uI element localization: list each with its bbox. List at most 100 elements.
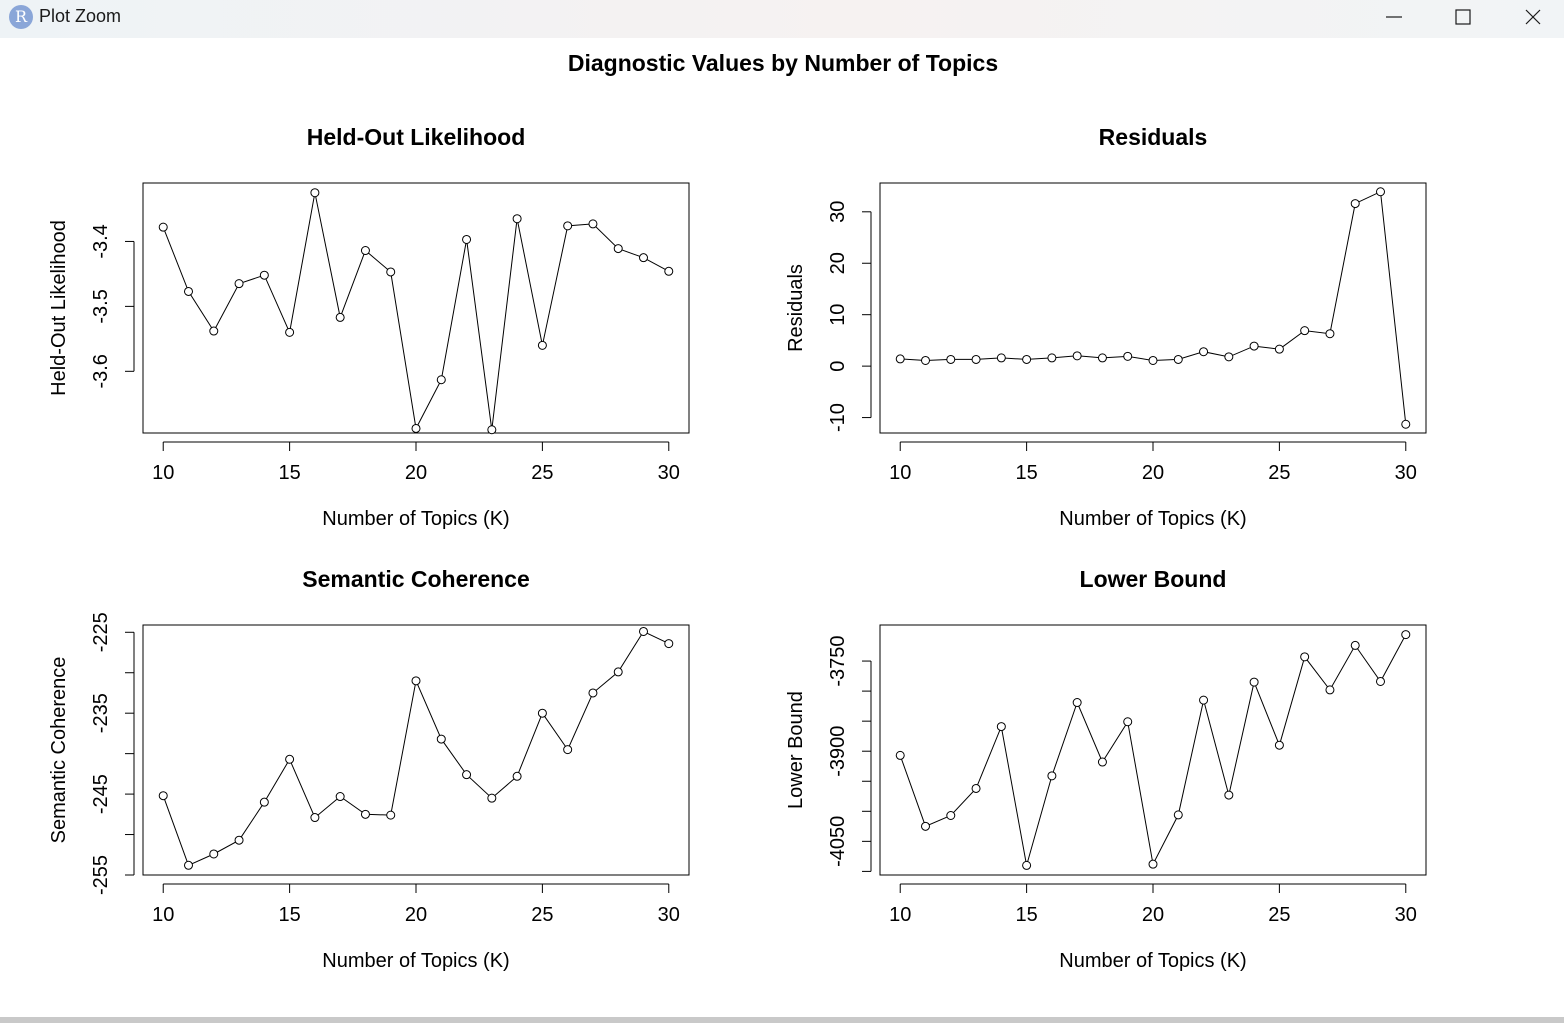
semantic-plot-frame	[142, 624, 690, 876]
semantic-data-point	[234, 835, 244, 845]
semantic-data-point	[537, 708, 547, 718]
lower-bound-x-tick-label: 10	[889, 904, 911, 926]
residuals-data-point	[1224, 352, 1234, 362]
minimize-icon	[1386, 16, 1402, 18]
lower-bound-x-tick-label: 20	[1142, 904, 1164, 926]
residuals-plot-frame	[879, 182, 1427, 434]
residuals-y-tick-label: 30	[827, 201, 849, 223]
semantic-x-tick-label: 30	[658, 904, 680, 926]
lower-bound-data-point	[996, 722, 1006, 732]
semantic-data-point	[512, 771, 522, 781]
lower-bound-y-axis-label: Lower Bound	[785, 691, 807, 809]
residuals-data-point	[1148, 355, 1158, 365]
close-button[interactable]	[1498, 0, 1564, 34]
semantic-data-point	[360, 809, 370, 819]
semantic-data-point	[563, 745, 573, 755]
held-out-data-point	[563, 221, 573, 231]
residuals-data-point	[1173, 354, 1183, 364]
semantic-data-point	[664, 639, 674, 649]
residuals-x-axis-label: Number of Topics (K)	[1059, 508, 1246, 530]
semantic-data-point	[487, 793, 497, 803]
lower-bound-data-point	[1249, 677, 1259, 687]
residuals-x-tick-label: 30	[1395, 462, 1417, 484]
semantic-title: Semantic Coherence	[302, 566, 530, 592]
lower-bound-series-line	[899, 634, 1407, 866]
lower-bound-data-point	[971, 783, 981, 793]
residuals-data-point	[1350, 199, 1360, 209]
window-title: Plot Zoom	[39, 6, 122, 26]
residuals-data-point	[1401, 419, 1411, 429]
semantic-data-point	[310, 813, 320, 823]
lower-bound-data-point	[1350, 640, 1360, 650]
title-bar[interactable]: R Plot Zoom	[0, 0, 1564, 38]
residuals-y-tick-label: 10	[827, 304, 849, 326]
residuals-data-point	[1047, 353, 1057, 363]
semantic-data-point	[335, 792, 345, 802]
residuals-data-point	[1274, 344, 1284, 354]
residuals-x-tick-label: 15	[1015, 462, 1037, 484]
residuals-x-tick-label: 10	[889, 462, 911, 484]
semantic-panel: Semantic Coherence 10 15 20 25 30 -225 -235 -245…	[48, 566, 690, 972]
lower-bound-data-point	[1224, 790, 1234, 800]
lower-bound-data-point	[1300, 652, 1310, 662]
semantic-data-point	[386, 810, 396, 820]
lower-bound-data-point	[1325, 685, 1335, 695]
semantic-data-point	[436, 734, 446, 744]
lower-bound-data-point	[895, 750, 905, 760]
lower-bound-data-point	[1199, 695, 1209, 705]
lower-bound-y-tick-label: -3900	[827, 726, 849, 777]
residuals-data-point	[971, 354, 981, 364]
semantic-x-axis-label: Number of Topics (K)	[322, 950, 509, 972]
held-out-y-tick-label: -3.4	[90, 224, 112, 258]
held-out-data-point	[184, 286, 193, 296]
diagnostic-figure: Diagnostic Values by Number of Topics He…	[48, 50, 1427, 972]
residuals-data-point	[921, 355, 930, 365]
held-out-data-point	[664, 266, 674, 276]
residuals-data-point	[1072, 351, 1082, 361]
held-out-data-point	[285, 327, 295, 337]
semantic-y-axis-label: Semantic Coherence	[48, 657, 70, 844]
residuals-x-tick-label: 20	[1142, 462, 1164, 484]
semantic-x-tick-label: 20	[405, 904, 427, 926]
held-out-data-point	[386, 267, 396, 277]
lower-bound-data-point	[1274, 740, 1284, 750]
residuals-data-point	[1249, 341, 1259, 351]
semantic-y-tick-label: -235	[90, 693, 112, 733]
semantic-y-tick-label: -255	[90, 855, 112, 895]
lower-bound-data-point	[1047, 771, 1057, 781]
semantic-x-tick-label: 25	[531, 904, 553, 926]
residuals-data-point	[1199, 347, 1209, 357]
lower-bound-data-point	[1173, 810, 1183, 820]
held-out-data-point	[158, 222, 168, 232]
residuals-panel: Residuals 10 15 20 25 30 -10 0 10 20 30 Number of T…	[785, 124, 1427, 530]
held-out-data-point	[310, 188, 320, 198]
maximize-button[interactable]	[1428, 0, 1498, 34]
residuals-title: Residuals	[1099, 124, 1208, 150]
lower-bound-data-point	[1123, 717, 1133, 727]
residuals-data-point	[946, 354, 956, 364]
residuals-y-tick-label: 0	[827, 361, 849, 372]
residuals-data-point	[1376, 187, 1385, 197]
semantic-data-point	[588, 688, 598, 698]
lower-bound-x-axis-label: Number of Topics (K)	[1059, 950, 1246, 972]
semantic-y-tick-label: -245	[90, 774, 112, 814]
lower-bound-data-point	[921, 821, 930, 831]
residuals-data-point	[996, 353, 1006, 363]
residuals-data-point	[1097, 353, 1107, 363]
residuals-data-point	[895, 354, 905, 364]
semantic-data-point	[209, 849, 219, 859]
held-out-title: Held-Out Likelihood	[307, 124, 526, 150]
held-out-data-point	[234, 279, 244, 289]
held-out-x-tick-label: 25	[531, 462, 553, 484]
semantic-x-tick-label: 10	[152, 904, 174, 926]
semantic-data-point	[411, 676, 421, 686]
minimize-button[interactable]	[1359, 0, 1429, 34]
semantic-data-point	[285, 754, 295, 764]
residuals-data-point	[1325, 329, 1335, 339]
held-out-y-axis-label: Held-Out Likelihood	[48, 220, 70, 396]
held-out-data-point	[360, 246, 370, 256]
lower-bound-title: Lower Bound	[1080, 566, 1227, 592]
semantic-y-tick-label: -225	[90, 612, 112, 652]
semantic-x-tick-label: 15	[278, 904, 300, 926]
